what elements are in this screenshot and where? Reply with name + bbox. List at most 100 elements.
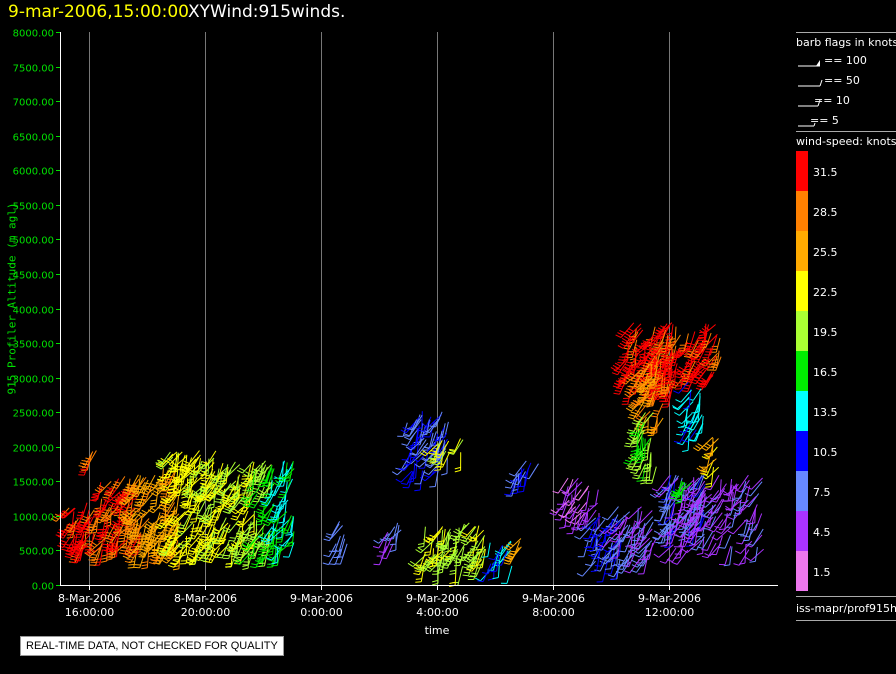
data-source-label: iss-mapr/prof915h (796, 602, 896, 615)
wind-barb (601, 506, 619, 521)
wind-barb (260, 527, 277, 543)
wind-barb (733, 549, 750, 566)
color-swatch (796, 511, 808, 551)
wind-barb (329, 548, 342, 565)
wind-barb (66, 534, 76, 552)
wind-barb (708, 519, 724, 533)
wind-barb (282, 542, 295, 558)
wind-barb (73, 534, 85, 553)
wind-barb (256, 546, 273, 562)
wind-barb (187, 538, 202, 555)
y-tick-label: 8000.00 (13, 29, 54, 40)
wind-barb (254, 466, 268, 486)
wind-barb (236, 461, 254, 474)
chart-date-title: 9-mar-2006,15:00:00 (8, 2, 189, 22)
wind-barb (633, 540, 653, 554)
wind-barb (586, 535, 598, 552)
wind-barb (420, 419, 430, 436)
wind-barb (198, 457, 215, 470)
wind-barb (604, 553, 614, 570)
wind-barb (149, 488, 159, 508)
wind-barb (661, 478, 679, 491)
wind-barb (410, 425, 420, 447)
y-tick-label: 7500.00 (13, 64, 54, 75)
wind-barb (122, 512, 136, 526)
wind-barb (376, 540, 387, 557)
wind-barb (163, 461, 174, 478)
wind-barb (399, 452, 411, 470)
wind-barb (632, 393, 653, 407)
wind-barb (630, 434, 640, 455)
wind-barb (158, 515, 175, 529)
y-tick-label: 6000.00 (13, 167, 54, 178)
wind-barb (477, 563, 492, 583)
wind-barb (448, 542, 457, 559)
legend-separator (796, 32, 896, 33)
wind-barb (597, 545, 617, 561)
wind-barb (630, 457, 645, 474)
wind-barb (678, 333, 689, 352)
wind-barb (257, 470, 270, 488)
wind-barb (108, 490, 126, 508)
color-level-label: 13.5 (813, 406, 838, 419)
wind-barb (325, 525, 343, 540)
wind-barb (658, 524, 668, 544)
y-tick-label: 6500.00 (13, 133, 54, 144)
wind-barb (617, 336, 635, 349)
wind-barb (258, 526, 273, 540)
wind-barb (677, 407, 689, 428)
wind-barb (659, 547, 677, 564)
wind-barb (577, 541, 589, 558)
wind-barb (379, 526, 396, 542)
color-swatch (796, 151, 808, 191)
wind-barb (429, 447, 438, 464)
color-swatch (796, 351, 808, 391)
wind-barb (413, 552, 426, 569)
wind-barb (700, 438, 719, 451)
wind-barb (132, 475, 141, 493)
wind-barb (161, 549, 181, 564)
wind-barb (676, 413, 693, 425)
wind-barb (745, 548, 764, 562)
wind-barb (462, 552, 479, 569)
wind-barb (395, 470, 413, 483)
wind-barb (657, 506, 669, 526)
wind-barb (749, 513, 763, 531)
wind-barb (607, 560, 625, 578)
wind-barb (682, 431, 690, 452)
wind-barb (703, 490, 720, 503)
wind-barb (137, 506, 153, 518)
wind-barb (627, 401, 645, 420)
wind-barb (414, 470, 426, 485)
color-level-label: 10.5 (813, 446, 838, 459)
wind-barb (459, 526, 476, 538)
wind-barb (333, 534, 345, 552)
barb-key-label: == 10 (814, 94, 850, 107)
wind-barb (612, 371, 629, 389)
wind-barb (437, 554, 453, 568)
wind-barb (141, 474, 156, 490)
wind-barb (574, 527, 591, 540)
wind-barb (711, 350, 720, 367)
wind-barb (223, 497, 240, 514)
wind-barb (659, 336, 670, 357)
wind-barb (508, 460, 527, 477)
wind-barb (189, 547, 197, 566)
wind-barb (690, 480, 706, 495)
wind-barb (260, 465, 273, 484)
wind-barb (405, 437, 425, 451)
y-tick-label: 0.00 (32, 582, 54, 593)
wind-barb (122, 507, 141, 520)
wind-barb (326, 521, 341, 536)
wind-barb (632, 535, 645, 550)
wind-barb (503, 538, 522, 551)
wind-barb (176, 536, 193, 549)
wind-barb (409, 460, 418, 480)
vertical-grid (89, 32, 670, 585)
wind-barb (459, 526, 477, 543)
wind-barb (500, 565, 513, 584)
wind-barb (161, 495, 178, 511)
wind-barb (436, 452, 450, 468)
wind-barb (597, 532, 618, 548)
x-tick-label: 20:00:00 (181, 606, 230, 619)
